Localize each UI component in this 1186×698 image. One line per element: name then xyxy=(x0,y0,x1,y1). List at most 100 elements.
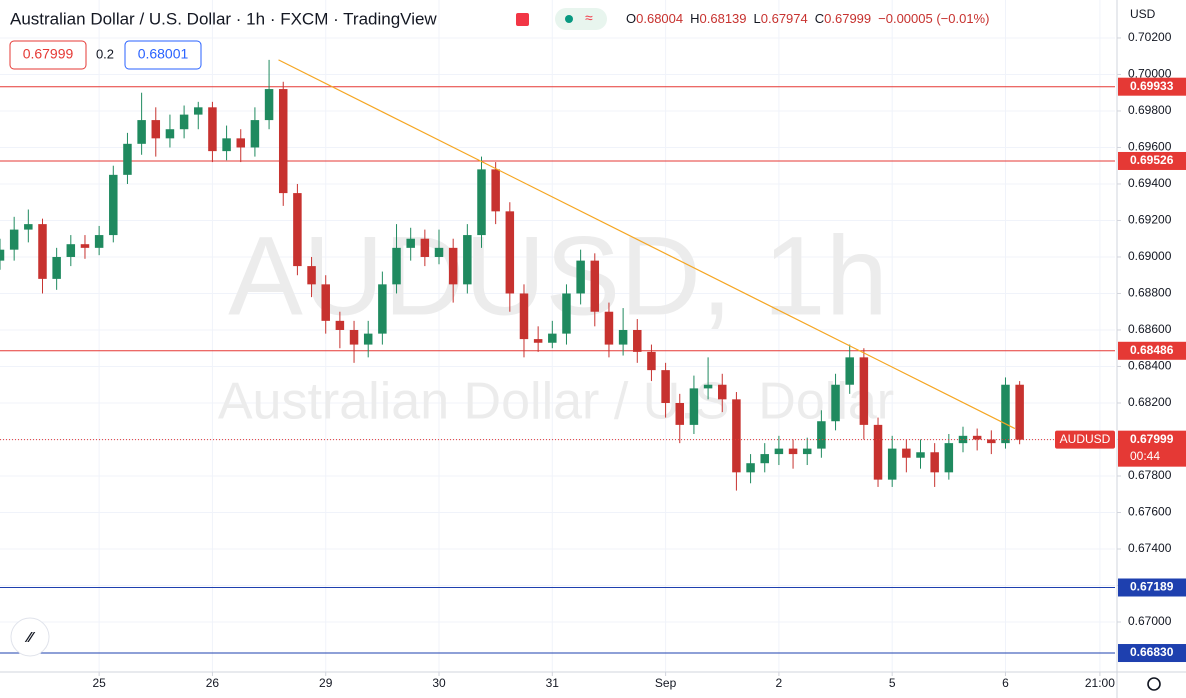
candle-body xyxy=(406,238,415,248)
candle-body xyxy=(491,169,500,212)
level-label: 0.66830 xyxy=(1130,645,1174,659)
tv-logo-mark: ⁄⁄ xyxy=(24,629,36,646)
level-label: 0.68486 xyxy=(1130,343,1174,357)
candle-body xyxy=(349,329,359,345)
y-tick-label: 0.69800 xyxy=(1128,103,1172,117)
x-tick-label: 6 xyxy=(1002,676,1009,690)
candle-body xyxy=(831,384,840,422)
x-tick-label: 26 xyxy=(206,676,220,690)
watermark-name: Australian Dollar / U.S. Dollar xyxy=(218,373,894,431)
alert-icon[interactable] xyxy=(516,13,529,26)
y-tick-label: 0.67000 xyxy=(1128,614,1172,628)
level-label: 0.69526 xyxy=(1130,153,1174,167)
currency[interactable]: USD xyxy=(1130,7,1156,21)
candle-body xyxy=(1015,384,1024,440)
buy-box[interactable] xyxy=(124,40,202,70)
y-tick-label: 0.69200 xyxy=(1128,213,1172,227)
candle-body xyxy=(519,293,529,340)
level-label: 0.67189 xyxy=(1130,580,1174,594)
x-tick-label: 2 xyxy=(776,676,783,690)
candle-body xyxy=(732,399,741,473)
ohlc-value: 0.67999 xyxy=(824,11,871,26)
candle-body xyxy=(434,247,444,257)
candle-body xyxy=(717,384,727,400)
candle-body xyxy=(887,448,897,480)
settings-icon[interactable] xyxy=(1147,677,1161,691)
status-dot xyxy=(565,15,573,23)
candle-body xyxy=(859,357,869,425)
candle-body xyxy=(123,143,132,175)
candle-body xyxy=(845,357,854,385)
candle-body xyxy=(1001,384,1010,444)
ohlc-key: C xyxy=(815,11,824,26)
candle-body xyxy=(958,435,968,444)
candle-body xyxy=(774,448,784,455)
candle-body xyxy=(647,351,656,371)
candle-body xyxy=(817,421,826,449)
candle-body xyxy=(9,229,19,250)
x-tick-label: 25 xyxy=(92,676,106,690)
level-tag xyxy=(1118,77,1186,96)
candle-body xyxy=(179,114,189,130)
candle-body xyxy=(52,256,61,279)
spread: 0.2 xyxy=(96,46,114,61)
ohlc-key: L xyxy=(754,11,761,26)
candle-body xyxy=(505,211,515,294)
sell-price: 0.67999 xyxy=(23,46,74,62)
candle-body xyxy=(448,247,458,285)
y-tick-label: 0.70200 xyxy=(1128,30,1172,44)
candle-body xyxy=(321,284,330,321)
candle-body xyxy=(137,120,146,144)
last-price-label: 0.67999 xyxy=(1130,432,1174,446)
candle-body xyxy=(987,439,996,444)
candle-body xyxy=(236,138,245,148)
ohlc-key: H xyxy=(690,11,699,26)
candle-body xyxy=(916,452,925,458)
candle-body xyxy=(972,435,982,440)
candle-body xyxy=(66,244,76,257)
candle-body xyxy=(873,424,883,480)
candle-body xyxy=(80,244,90,248)
status-wave: ≈ xyxy=(585,10,593,26)
ohlc-key: O xyxy=(626,11,636,26)
last-price-tag xyxy=(1118,430,1186,467)
symbol-tag xyxy=(1055,430,1115,449)
x-tick-label: 5 xyxy=(889,676,896,690)
candle-body xyxy=(24,224,33,230)
y-tick-label: 0.69400 xyxy=(1128,176,1172,190)
trend-line xyxy=(278,59,1016,430)
ohlc-value: 0.67974 xyxy=(761,11,808,26)
status-pill[interactable] xyxy=(555,8,607,30)
candle-body xyxy=(590,260,600,312)
y-tick-label: 0.68600 xyxy=(1128,322,1172,336)
x-tick-label: 29 xyxy=(319,676,333,690)
level-tag xyxy=(1118,151,1186,170)
y-tick-label: 0.68800 xyxy=(1128,286,1172,300)
candle-body xyxy=(222,138,231,152)
candle-body xyxy=(618,329,628,345)
chart-title: Australian Dollar / U.S. Dollar · 1h · F… xyxy=(10,9,437,28)
y-tick-label: 0.68400 xyxy=(1128,359,1172,373)
candle-body xyxy=(902,448,911,458)
candle-body xyxy=(703,384,713,389)
y-tick-label: 0.67400 xyxy=(1128,541,1172,555)
candle-body xyxy=(633,329,642,352)
buy-price: 0.68001 xyxy=(138,46,189,62)
candle-body xyxy=(38,224,47,279)
ohlc: O0.68004 H0.68139 L0.67974 C0.67999 −0.00005… xyxy=(626,11,989,26)
sell-box[interactable] xyxy=(9,40,87,70)
candle-body xyxy=(335,320,345,330)
candle-body xyxy=(378,284,387,334)
candle-body xyxy=(392,247,401,285)
candle-body xyxy=(264,89,274,121)
candle-body xyxy=(420,238,430,257)
y-tick-label: 0.68200 xyxy=(1128,395,1172,409)
candle-body xyxy=(576,260,585,294)
x-tick-label: Sep xyxy=(655,676,677,690)
ohlc-value: 0.68139 xyxy=(700,11,747,26)
y-tick-label: 0.67800 xyxy=(1128,468,1172,482)
candle-body xyxy=(165,129,175,139)
candle-body xyxy=(802,448,812,455)
tv-logo[interactable] xyxy=(10,617,50,657)
